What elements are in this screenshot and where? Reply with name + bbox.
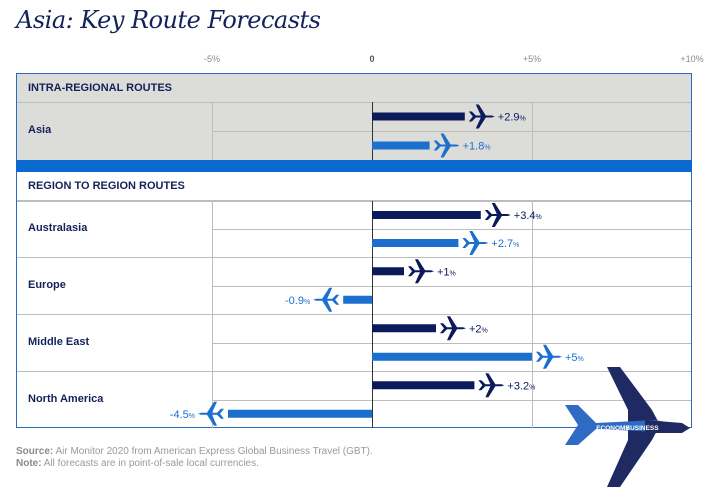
plane-icon bbox=[536, 344, 562, 369]
plane-icon bbox=[478, 373, 505, 398]
gridline-minus5 bbox=[212, 314, 213, 371]
gridline-minus5 bbox=[212, 257, 213, 314]
series-divider bbox=[212, 229, 691, 230]
business-bar bbox=[372, 112, 465, 121]
data-label-unit: % bbox=[482, 327, 488, 334]
gridline-plus5 bbox=[532, 102, 533, 160]
data-label: +1.8% bbox=[463, 141, 491, 153]
zero-axis bbox=[372, 371, 373, 428]
row-label: Middle East bbox=[28, 335, 90, 348]
data-label-value: +3.4 bbox=[514, 210, 536, 222]
data-label-value: +2 bbox=[469, 323, 482, 335]
note-label: Note: bbox=[16, 458, 42, 469]
forecast-note: Note: All forecasts are in point-of-sale… bbox=[16, 458, 259, 469]
row-divider bbox=[17, 201, 691, 202]
data-label: +3.4% bbox=[514, 210, 542, 222]
row-label: Australasia bbox=[28, 222, 88, 234]
source-note: Source: Air Monitor 2020 from American E… bbox=[16, 446, 373, 457]
plane-icon bbox=[440, 316, 466, 341]
plane-icon bbox=[462, 231, 489, 255]
data-label-unit: % bbox=[578, 356, 584, 363]
gridline-minus5 bbox=[212, 201, 213, 257]
x-tick-label: +10% bbox=[680, 54, 704, 64]
series-divider bbox=[212, 285, 691, 287]
x-tick-label: +5% bbox=[522, 54, 542, 64]
plane-icon bbox=[468, 104, 495, 129]
x-tick-label: -5% bbox=[203, 54, 221, 64]
data-label-unit: % bbox=[529, 384, 535, 391]
data-label: +3.2% bbox=[507, 380, 535, 392]
section-divider-band bbox=[16, 160, 692, 172]
series-divider bbox=[212, 399, 691, 401]
data-label-value: +5 bbox=[565, 352, 578, 364]
data-label-value: +2.7 bbox=[491, 238, 513, 250]
business-bar bbox=[372, 267, 404, 276]
data-label: +5% bbox=[565, 352, 584, 364]
data-label-value: -4.5 bbox=[170, 409, 189, 421]
data-label: -4.5% bbox=[170, 409, 195, 421]
row-label: North America bbox=[28, 392, 104, 405]
business-bar bbox=[372, 381, 475, 390]
data-label-value: -0.9 bbox=[285, 295, 304, 307]
data-label-unit: % bbox=[189, 413, 195, 420]
row-label: Asia bbox=[28, 124, 52, 136]
gridline-plus5 bbox=[532, 314, 533, 371]
data-label-value: +3.2 bbox=[507, 380, 529, 392]
data-label-unit: % bbox=[520, 116, 526, 123]
region-section-header: REGION TO REGION ROUTES bbox=[28, 180, 185, 192]
data-label: +2.7% bbox=[491, 238, 519, 250]
row-divider bbox=[17, 257, 691, 258]
plane-icon bbox=[198, 401, 224, 426]
x-tick-label: 0 bbox=[369, 54, 375, 64]
economy-bar bbox=[343, 295, 372, 304]
gridline-plus5 bbox=[532, 201, 533, 257]
gridline-plus5 bbox=[532, 257, 533, 314]
series-divider bbox=[212, 342, 691, 344]
source-text: Air Monitor 2020 from American Express G… bbox=[53, 446, 373, 457]
gridline-plus5 bbox=[532, 371, 533, 428]
economy-bar bbox=[372, 239, 459, 247]
intra-section-header: INTRA-REGIONAL ROUTES bbox=[28, 82, 173, 94]
business-bar bbox=[372, 211, 481, 219]
data-label: -0.9% bbox=[285, 295, 310, 307]
data-label: +2% bbox=[469, 323, 488, 335]
plane-icon bbox=[484, 203, 511, 227]
row-divider bbox=[17, 314, 691, 315]
intra-section-background bbox=[17, 74, 691, 160]
data-label-unit: % bbox=[536, 214, 542, 221]
data-label: +1% bbox=[437, 266, 456, 278]
series-divider bbox=[212, 131, 691, 132]
data-label-unit: % bbox=[450, 270, 456, 277]
source-label: Source: bbox=[16, 446, 54, 457]
data-label-unit: % bbox=[513, 242, 519, 249]
row-divider bbox=[17, 200, 691, 201]
zero-axis bbox=[372, 102, 373, 160]
plane-icon bbox=[433, 133, 460, 158]
plane-icon bbox=[408, 259, 434, 284]
row-label: Europe bbox=[28, 278, 66, 291]
data-label-value: +1 bbox=[437, 266, 450, 278]
page-title: Asia: Key Route Forecasts bbox=[16, 6, 321, 34]
gridline-minus5 bbox=[212, 102, 213, 160]
zero-axis bbox=[372, 314, 373, 371]
zero-axis bbox=[372, 201, 373, 257]
economy-bar bbox=[372, 141, 430, 150]
business-bar bbox=[372, 324, 436, 333]
gridline-minus5 bbox=[212, 371, 213, 428]
data-label-unit: % bbox=[484, 145, 490, 152]
row-divider bbox=[17, 371, 691, 372]
zero-axis bbox=[372, 257, 373, 314]
note-text: All forecasts are in point-of-sale local… bbox=[41, 458, 259, 469]
chart-frame bbox=[16, 73, 692, 428]
data-label: +2.9% bbox=[498, 112, 526, 124]
data-label-unit: % bbox=[304, 299, 310, 306]
economy-bar bbox=[228, 409, 372, 418]
row-divider bbox=[17, 102, 691, 103]
data-label-value: +1.8 bbox=[463, 141, 485, 153]
economy-bar bbox=[372, 352, 532, 361]
plane-icon bbox=[313, 287, 340, 312]
data-label-value: +2.9 bbox=[498, 112, 520, 124]
